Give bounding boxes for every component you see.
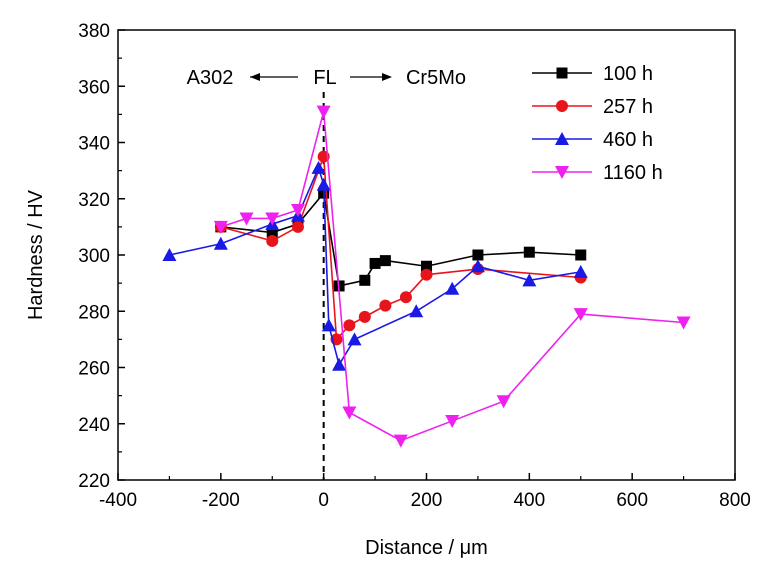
series-line-1160h xyxy=(220,111,684,442)
data-point-1160h xyxy=(213,220,228,234)
annotation-cr5mo: Cr5Mo xyxy=(406,67,466,89)
legend-label-460h: 460 h xyxy=(603,129,653,151)
data-point-460h xyxy=(311,160,326,174)
data-point-257h xyxy=(399,291,412,304)
legend-label-257h: 257 h xyxy=(603,96,653,118)
axis-ticks xyxy=(117,29,736,481)
x-tick-label: 600 xyxy=(616,490,648,511)
legend-marker-100h xyxy=(556,67,568,79)
data-point-100h xyxy=(369,257,381,269)
data-point-1160h xyxy=(393,434,408,448)
arrow-left-head xyxy=(250,73,260,81)
data-point-460h xyxy=(347,332,362,346)
data-point-1160h xyxy=(239,212,254,226)
data-point-1160h xyxy=(342,406,357,420)
data-point-1160h xyxy=(676,316,691,330)
x-tick-label: 0 xyxy=(318,490,329,511)
data-point-1160h xyxy=(573,308,588,322)
arrow-right-head xyxy=(382,73,392,81)
data-point-460h xyxy=(316,177,331,191)
data-point-460h xyxy=(321,318,336,332)
data-point-1160h xyxy=(316,105,331,119)
legend-item-100h: 100 h xyxy=(532,63,653,85)
y-tick-label: 300 xyxy=(78,246,110,267)
data-point-100h xyxy=(421,260,432,272)
series-1160h xyxy=(213,105,691,448)
data-point-1160h xyxy=(265,212,280,226)
y-tick-label: 220 xyxy=(78,471,110,492)
data-point-460h xyxy=(213,236,228,250)
data-point-1160h xyxy=(290,204,305,217)
data-point-100h xyxy=(523,246,535,258)
legend-item-460h: 460 h xyxy=(532,129,653,151)
annotations: A302 FL Cr5Mo xyxy=(187,67,466,89)
legend-marker-1160h xyxy=(555,166,569,179)
tick-labels: -400 -200 0 200 400 600 800 220 240 260 280 300 320 3… xyxy=(78,21,751,511)
x-axis-label: Distance / μm xyxy=(365,537,488,559)
y-tick-label: 320 xyxy=(78,190,110,211)
data-point-257h xyxy=(420,268,433,281)
annotation-fl: FL xyxy=(313,67,336,89)
legend-label-1160h: 1160 h xyxy=(603,162,663,184)
data-point-460h xyxy=(332,357,347,371)
x-tick-label: -200 xyxy=(202,490,240,511)
data-point-100h xyxy=(575,249,587,261)
data-point-460h xyxy=(409,304,424,318)
y-axis-label: Hardness / HV xyxy=(25,189,47,320)
annotation-arrows xyxy=(250,73,392,81)
data-point-460h xyxy=(522,273,537,287)
data-point-257h xyxy=(266,234,279,247)
data-point-1160h xyxy=(445,414,460,428)
y-tick-label: 260 xyxy=(78,359,110,380)
legend-marker-257h xyxy=(556,100,568,112)
data-point-257h xyxy=(379,299,392,312)
data-point-257h xyxy=(343,319,356,332)
y-tick-label: 240 xyxy=(78,415,110,436)
data-series xyxy=(162,105,691,448)
x-tick-label: 200 xyxy=(411,490,443,511)
data-point-100h xyxy=(379,255,391,267)
data-point-460h xyxy=(445,281,460,295)
data-point-460h xyxy=(573,264,588,278)
data-point-100h xyxy=(266,227,278,238)
data-point-460h xyxy=(470,259,485,273)
data-point-100h xyxy=(359,274,371,286)
data-point-460h xyxy=(162,248,177,261)
series-460h xyxy=(162,160,588,371)
legend-item-257h: 257 h xyxy=(532,96,653,118)
x-tick-label: 400 xyxy=(513,490,545,511)
legend-item-1160h: 1160 h xyxy=(532,162,663,184)
y-tick-label: 360 xyxy=(78,77,110,98)
y-tick-label: 280 xyxy=(78,302,110,323)
data-point-100h xyxy=(472,249,484,261)
data-point-257h xyxy=(358,310,371,323)
x-tick-label: 800 xyxy=(719,490,751,511)
legend-marker-460h xyxy=(555,132,569,145)
y-tick-label: 380 xyxy=(78,21,110,42)
data-point-1160h xyxy=(496,395,511,409)
legend: 100 h 257 h 460 h 1160 h xyxy=(532,63,663,184)
x-tick-label: -400 xyxy=(99,490,137,511)
y-tick-label: 340 xyxy=(78,134,110,155)
legend-label-100h: 100 h xyxy=(603,63,653,85)
annotation-a302: A302 xyxy=(187,67,234,89)
data-point-257h xyxy=(291,220,304,233)
